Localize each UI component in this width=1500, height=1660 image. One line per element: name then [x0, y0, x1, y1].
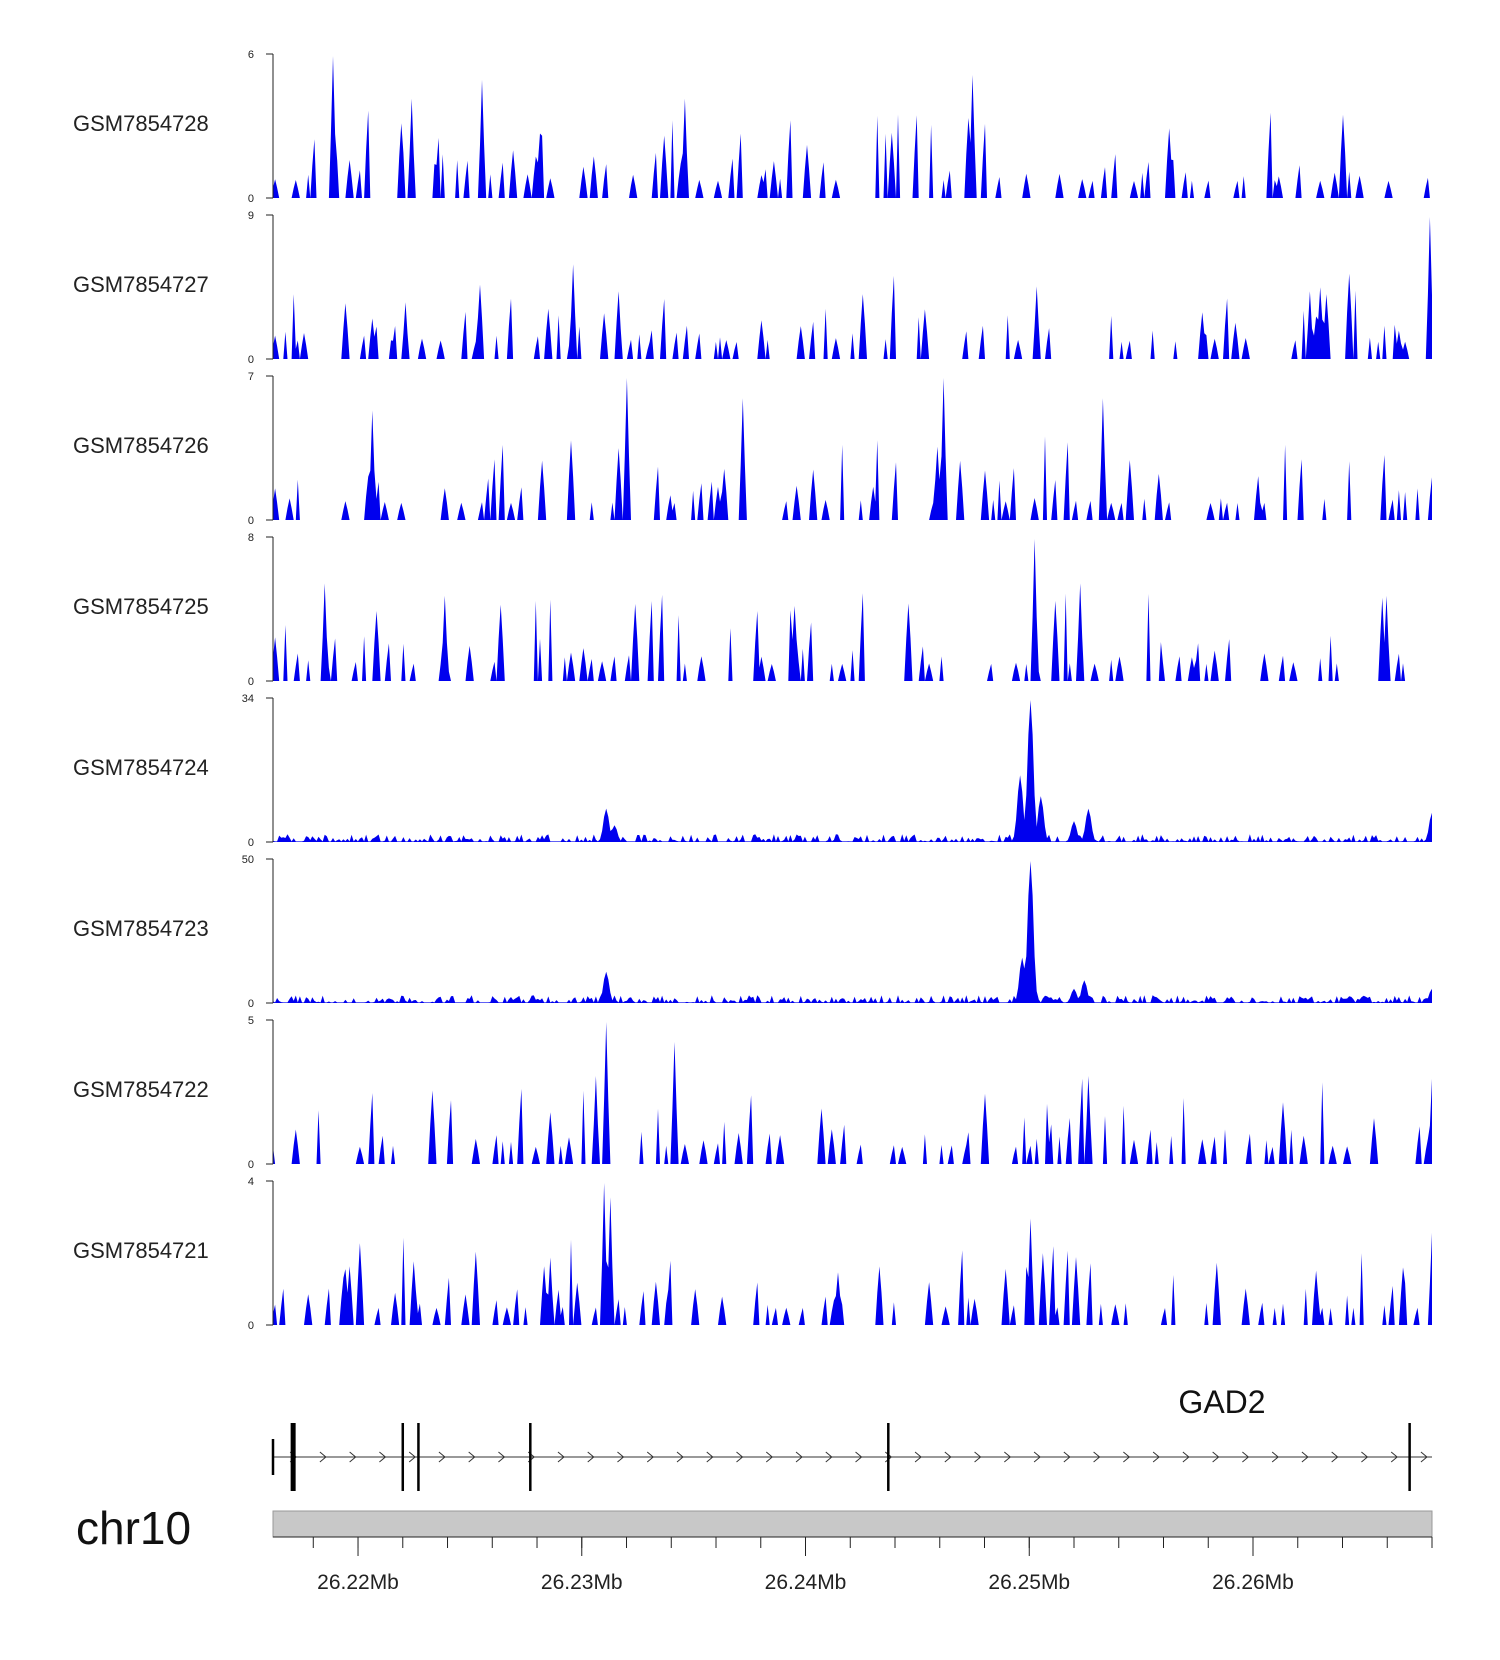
strand-arrow [1033, 1451, 1041, 1463]
x-tick-label: 26.24Mb [765, 1571, 847, 1594]
x-tick-label: 26.22Mb [317, 1571, 399, 1594]
strand-arrow [319, 1451, 327, 1463]
track-label: GSM7854721 [73, 1238, 209, 1263]
strand-arrow [1063, 1451, 1071, 1463]
y-tick-label-max: 9 [248, 210, 254, 222]
track-GSM7854728: 6 0 GSM7854728 [73, 49, 1432, 205]
x-tick-label: 26.25Mb [988, 1571, 1070, 1594]
y-tick-label-min: 0 [248, 1320, 254, 1332]
y-tick-label-min: 0 [248, 354, 254, 366]
strand-arrow [855, 1451, 863, 1463]
track-label: GSM7854726 [73, 433, 209, 458]
y-tick-label-min: 0 [248, 998, 254, 1010]
chromosome-axis: chr10 26.22Mb 26.23Mb 26.24Mb 26.25Mb 26.26Mb [76, 1502, 1433, 1594]
strand-arrow [1271, 1451, 1279, 1463]
strand-arrow [1212, 1451, 1220, 1463]
track-GSM7854727: 9 0 GSM7854727 [73, 210, 1432, 366]
strand-arrow [646, 1451, 655, 1463]
y-tick-label-max: 6 [248, 49, 254, 61]
track-GSM7854723: 50 0 GSM7854723 [73, 854, 1432, 1010]
strand-arrow [765, 1451, 774, 1463]
track-label: GSM7854724 [73, 755, 209, 780]
strand-arrow [557, 1451, 565, 1463]
strand-arrow [944, 1451, 952, 1463]
strand-arrow [1331, 1451, 1339, 1463]
track-label: GSM7854725 [73, 594, 209, 619]
strand-arrow [825, 1451, 833, 1463]
strand-arrow [379, 1451, 387, 1463]
strand-arrow [1093, 1451, 1101, 1463]
track-GSM7854722: 5 0 GSM7854722 [73, 1015, 1432, 1171]
gene-name-label: GAD2 [1178, 1384, 1265, 1420]
strand-arrow [1361, 1451, 1369, 1463]
track-label: GSM7854722 [73, 1077, 209, 1102]
signal-area [273, 378, 1432, 520]
signal-area [273, 539, 1432, 681]
track-GSM7854721: 4 0 GSM7854721 [73, 1176, 1432, 1332]
y-tick-label-min: 0 [248, 193, 254, 205]
strand-arrow [706, 1451, 714, 1463]
strand-arrow [914, 1451, 922, 1463]
chromosome-bar [272, 1510, 1433, 1538]
strand-arrow [1004, 1451, 1012, 1463]
strand-arrow [795, 1451, 803, 1463]
track-GSM7854725: 8 0 GSM7854725 [73, 532, 1432, 688]
strand-arrow [468, 1451, 476, 1463]
y-tick-label-min: 0 [248, 676, 254, 688]
signal-area [273, 217, 1432, 359]
x-tick-label: 26.26Mb [1212, 1571, 1294, 1594]
strand-arrow [1123, 1451, 1131, 1463]
strand-arrow [617, 1451, 625, 1463]
x-tick-label: 26.23Mb [541, 1571, 623, 1594]
signal-area [273, 861, 1432, 1003]
gene-model: GAD2 [271, 1384, 1432, 1491]
y-tick-label-max: 4 [248, 1176, 254, 1188]
signal-area [273, 56, 1432, 198]
track-label: GSM7854728 [73, 111, 209, 136]
strand-arrow [1390, 1451, 1398, 1463]
strand-arrow [1301, 1451, 1309, 1463]
strand-arrow [736, 1451, 744, 1463]
strand-arrow [587, 1451, 595, 1463]
track-GSM7854724: 34 0 GSM7854724 [73, 693, 1432, 849]
y-tick-label-min: 0 [248, 515, 254, 527]
track-GSM7854726: 7 0 GSM7854726 [73, 371, 1432, 527]
y-tick-label-max: 8 [248, 532, 254, 544]
strand-arrow [1152, 1451, 1160, 1463]
strand-arrow [1182, 1451, 1190, 1463]
strand-arrow [676, 1451, 684, 1463]
strand-arrow [349, 1451, 357, 1463]
y-tick-label-min: 0 [248, 1159, 254, 1171]
y-tick-label-max: 5 [248, 1015, 254, 1027]
strand-arrow [1242, 1451, 1250, 1463]
track-label: GSM7854727 [73, 272, 209, 297]
signal-area [273, 700, 1432, 842]
y-tick-label-min: 0 [248, 837, 254, 849]
coverage-tracks: 6 0 GSM7854728 9 0 GSM7854727 7 0 GSM7854726 8 0 GS… [73, 49, 1432, 1332]
y-tick-label-max: 50 [242, 854, 254, 866]
strand-arrow [408, 1451, 416, 1463]
strand-arrow [1420, 1451, 1428, 1463]
y-tick-label-max: 34 [242, 693, 254, 705]
y-tick-label-max: 7 [248, 371, 254, 383]
signal-area [273, 1183, 1432, 1325]
chromosome-label: chr10 [76, 1502, 191, 1554]
signal-area [273, 1022, 1432, 1164]
track-label: GSM7854723 [73, 916, 209, 941]
strand-arrow [974, 1451, 982, 1463]
strand-arrow [438, 1451, 446, 1463]
strand-arrow [498, 1451, 506, 1463]
